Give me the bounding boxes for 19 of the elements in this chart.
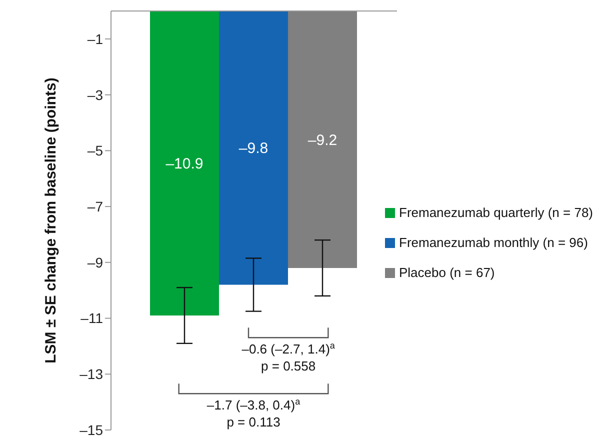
data-label: –10.9 [166,156,204,173]
data-label: –9.2 [308,132,338,149]
annotation: –1.7 (–3.8, 0.4)$^{a}$ [206,396,300,413]
y-tick-label: –1 [87,30,104,47]
y-tick-label: –11 [80,310,104,326]
y-tick-label: –13 [80,366,104,382]
legend-label: Fremanezumab monthly (n = 96) [399,235,588,250]
annotation: p = 0.113 [226,414,280,430]
data-label: –9.8 [238,140,268,158]
y-tick-label: –15 [80,422,104,438]
y-axis-title: LSM ± SE change from baseline (points) [42,78,60,364]
y-tick-label: –5 [87,142,104,159]
annotation: –0.6 (–2.7, 1.4)$^{a}$ [242,340,335,357]
y-tick-label: –9 [87,254,104,270]
legend-label: Placebo (n = 67) [399,265,495,280]
annotation: p = 0.558 [261,358,316,374]
y-tick-label: –7 [87,198,104,215]
y-tick-label: –3 [87,86,104,103]
legend-label: Fremanezumab quarterly (n = 78) [399,205,594,220]
